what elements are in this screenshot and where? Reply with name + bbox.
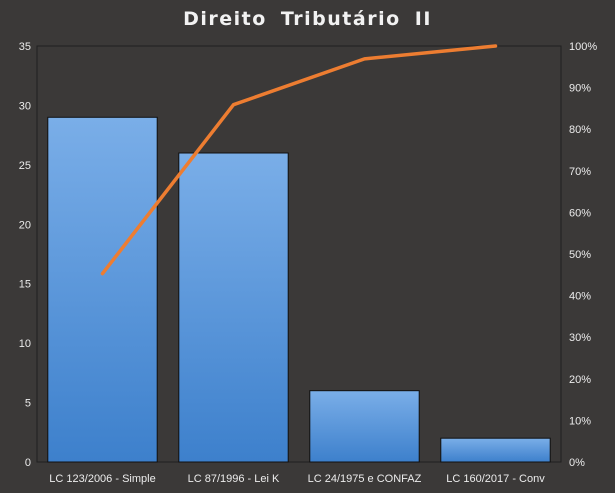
left-tick-label: 20 [19,219,31,231]
left-tick-label: 25 [19,160,31,172]
bar-0 [47,116,158,463]
left-tick-label: 0 [25,457,31,469]
right-tick-label: 50% [569,249,591,261]
left-tick-label: 35 [19,41,31,53]
cumulative-line-layer [100,44,498,276]
left-tick-label: 10 [19,338,31,350]
left-tick-label: 30 [19,100,31,112]
bar-1 [178,152,289,463]
cumulative-percent-line [100,44,498,276]
right-tick-label: 30% [569,332,591,344]
right-tick-label: 80% [569,124,591,136]
right-tick-label: 40% [569,291,591,303]
right-tick-label: 70% [569,166,591,178]
right-tick-label: 20% [569,374,591,386]
right-tick-label: 10% [569,415,591,427]
right-tick-label: 100% [569,41,597,53]
category-label-0: LC 123/2006 - Simple [49,473,155,485]
chart-title: Direito Tributário II [183,8,432,30]
left-tick-label: 15 [19,279,31,291]
right-axis: 0% 10% 20% 30% 40% 50% 60% 70% 80% 90% 100% [569,41,597,469]
bars-layer [47,116,551,463]
x-axis: LC 123/2006 - Simple LC 87/1996 - Lei K LC… [49,473,545,485]
right-tick-label: 0% [569,457,585,469]
right-tick-label: 60% [569,207,591,219]
category-label-2: LC 24/1975 e CONFAZ [308,473,422,485]
left-axis: 0 5 10 15 20 25 30 35 [19,41,31,469]
plot-area [36,45,562,463]
category-label-3: LC 160/2017 - Conv [446,473,545,485]
right-tick-label: 90% [569,83,591,95]
category-label-1: LC 87/1996 - Lei K [188,473,280,485]
bar-3 [440,437,551,463]
bar-2 [309,390,420,463]
left-tick-label: 5 [25,398,31,410]
